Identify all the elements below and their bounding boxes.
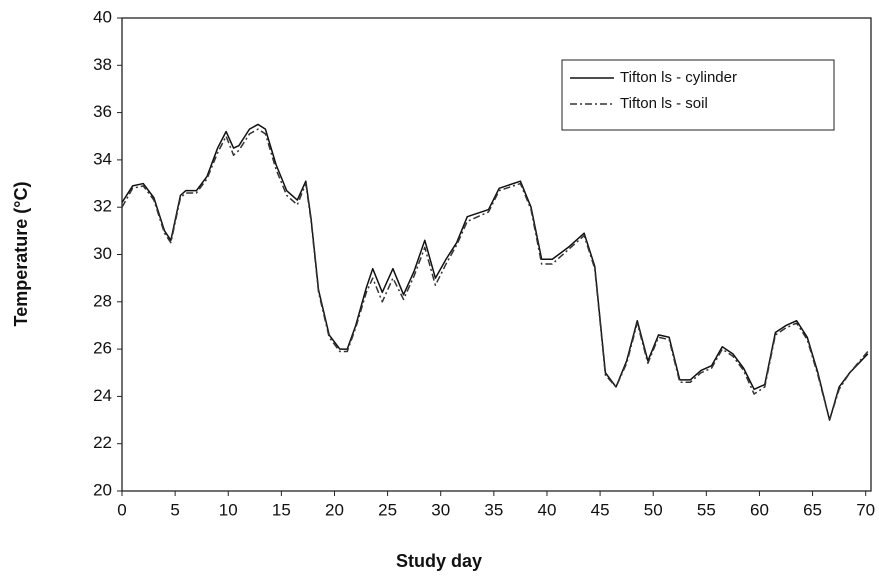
x-tick-label: 55 — [697, 500, 716, 519]
legend-box — [561, 59, 835, 131]
x-tick-label: 15 — [272, 500, 291, 519]
y-tick-label: 32 — [93, 197, 112, 216]
x-tick-label: 30 — [431, 500, 450, 519]
x-tick-label: 40 — [538, 500, 557, 519]
x-tick-label: 10 — [219, 500, 238, 519]
x-tick-label: 20 — [325, 500, 344, 519]
y-tick-label: 40 — [93, 7, 112, 26]
y-tick-label: 26 — [93, 339, 112, 358]
legend-label: Tifton ls - soil — [620, 95, 708, 112]
y-axis-title: Temperature (°C) — [11, 182, 31, 327]
x-tick-label: 5 — [170, 500, 179, 519]
y-tick-label: 34 — [93, 149, 112, 168]
x-tick-label: 50 — [644, 500, 663, 519]
x-tick-label: 0 — [117, 500, 126, 519]
y-tick-label: 38 — [93, 55, 112, 74]
x-tick-label: 60 — [750, 500, 769, 519]
y-tick-label: 30 — [93, 244, 112, 263]
x-axis-title: Study day — [396, 551, 482, 571]
series-line — [121, 123, 869, 421]
y-tick-label: 28 — [93, 291, 112, 310]
x-tick-label: 25 — [378, 500, 397, 519]
legend-label: Tifton ls - cylinder — [620, 69, 737, 86]
x-tick-label: 35 — [484, 500, 503, 519]
y-tick-label: 24 — [93, 386, 112, 405]
series-line — [121, 128, 869, 421]
x-tick-label: 65 — [803, 500, 822, 519]
x-tick-label: 70 — [856, 500, 875, 519]
y-tick-label: 20 — [93, 480, 112, 499]
y-tick-label: 22 — [93, 433, 112, 452]
y-tick-label: 36 — [93, 102, 112, 121]
x-tick-label: 45 — [591, 500, 610, 519]
legend: Tifton ls - cylinder Tifton ls - soil — [561, 59, 835, 131]
